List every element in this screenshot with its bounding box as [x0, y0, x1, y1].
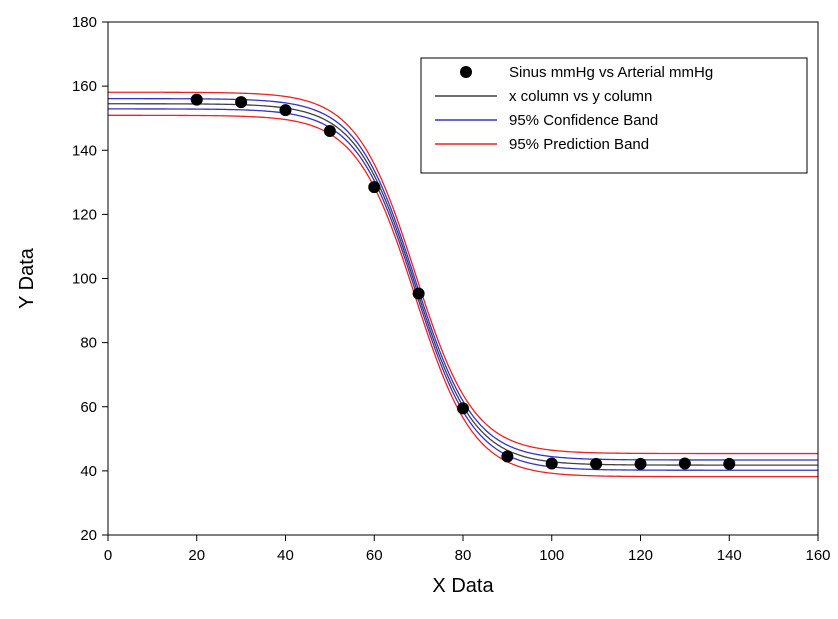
axes: 0 20 40 60 80 100 120 140 160 20 40 60 80 100 120 140 16… — [16, 14, 831, 597]
prediction-band-lower — [108, 114, 818, 478]
data-point — [634, 457, 647, 470]
y-tick-label: 120 — [72, 206, 97, 223]
legend-entry-prediction: 95% Prediction Band — [509, 136, 649, 153]
x-tick-label: 40 — [277, 547, 294, 564]
data-point — [457, 402, 469, 415]
legend-entry-points: Sinus mmHg vs Arterial mmHg — [509, 64, 713, 81]
data-point — [190, 93, 203, 106]
y-tick-label: 180 — [72, 14, 97, 31]
data-point — [279, 104, 292, 117]
data-point — [501, 450, 514, 463]
y-tick-label: 140 — [72, 142, 97, 159]
x-tick-label: 120 — [628, 547, 653, 564]
prediction-band-upper — [108, 91, 818, 455]
data-point — [368, 181, 381, 194]
legend-entry-fit: x column vs y column — [509, 88, 652, 105]
y-tick-label: 160 — [72, 78, 97, 95]
y-tick-label: 20 — [80, 527, 97, 544]
y-tick-label: 80 — [80, 335, 97, 352]
y-axis-title: Y Data — [16, 247, 38, 309]
plot-area — [108, 91, 818, 478]
legend-entry-confidence: 95% Confidence Band — [509, 112, 658, 129]
x-tick-label: 100 — [539, 547, 564, 564]
legend-box — [420, 57, 808, 174]
x-axis-title: X Data — [432, 575, 494, 597]
y-tick-label: 60 — [80, 399, 97, 416]
confidence-band-upper — [108, 97, 818, 461]
data-point — [412, 287, 425, 300]
data-point — [723, 457, 736, 470]
legend-marker — [460, 66, 472, 78]
x-tick-label: 140 — [717, 547, 742, 564]
x-tick-label: 80 — [455, 547, 472, 564]
data-point — [678, 457, 691, 470]
data-point — [235, 96, 248, 109]
data-point — [323, 125, 336, 138]
y-tick-label: 40 — [80, 463, 97, 480]
x-tick-label: 160 — [805, 547, 830, 564]
legend: Sinus mmHg vs Arterial mmHg x column vs y… — [420, 57, 808, 174]
x-tick-label: 20 — [188, 547, 205, 564]
x-tick-label: 60 — [366, 547, 383, 564]
x-tick-label: 0 — [104, 547, 112, 564]
data-point — [590, 457, 603, 470]
data-point — [545, 457, 558, 470]
y-tick-label: 100 — [72, 271, 97, 288]
